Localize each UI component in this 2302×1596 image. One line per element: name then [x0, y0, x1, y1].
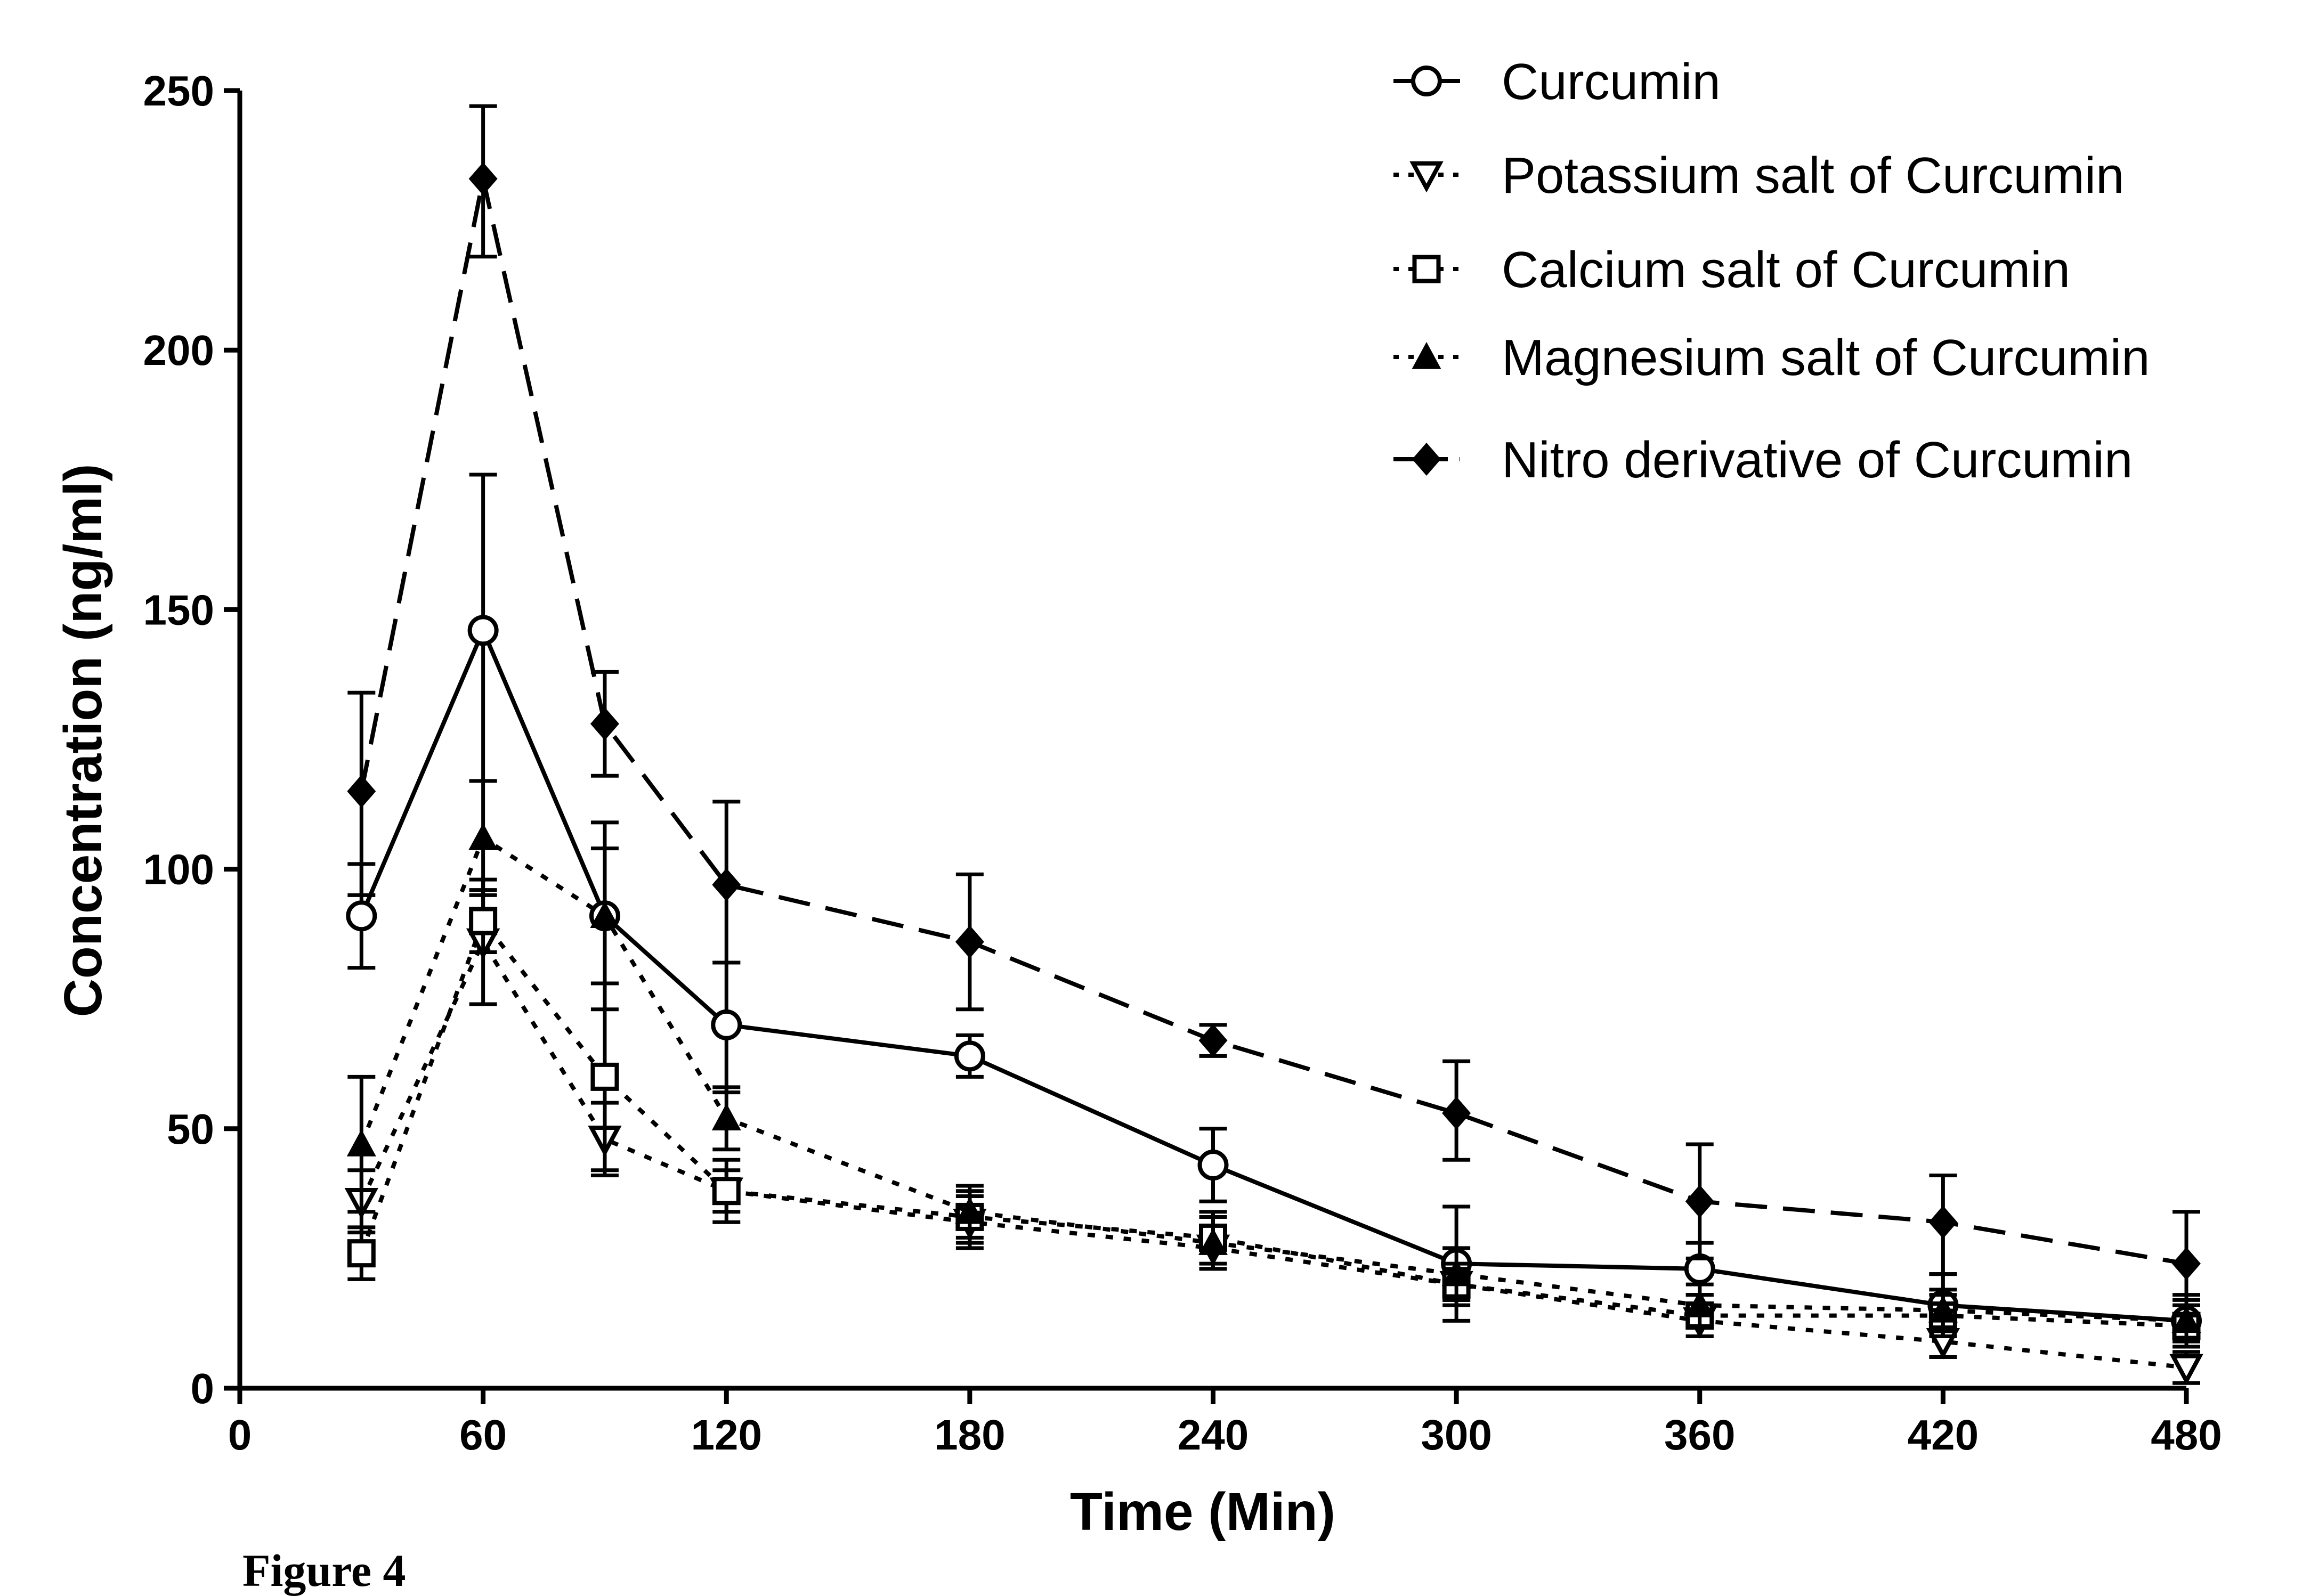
- y-tick-label: 150: [143, 586, 214, 633]
- legend-label: Curcumin: [1502, 53, 1721, 110]
- x-tick-label: 0: [228, 1411, 252, 1459]
- data-point: [469, 907, 498, 935]
- data-point: [1441, 1259, 1471, 1286]
- legend-marker: [1411, 66, 1442, 96]
- data-point: [711, 1009, 742, 1040]
- legend-marker: [1412, 341, 1441, 369]
- x-tick-label: 420: [1908, 1411, 1979, 1459]
- data-point: [1685, 1185, 1714, 1218]
- data-point: [711, 1103, 741, 1131]
- series-5: [347, 104, 2201, 1318]
- data-point: [2169, 1354, 2203, 1386]
- x-tick-label: 60: [459, 1411, 507, 1459]
- legend-item-3: Calcium salt of Curcumin: [1393, 241, 2070, 298]
- data-point: [468, 823, 498, 850]
- series-line: [359, 628, 2187, 1323]
- data-point: [712, 1177, 741, 1206]
- series-2: [344, 877, 2203, 1386]
- legend-item-5: Nitro derivative of Curcumin: [1393, 431, 2133, 488]
- data-point: [1685, 1290, 1715, 1317]
- y-axis-title: Concentration (ng/ml): [53, 464, 113, 1017]
- legend-item-2: Potassium salt of Curcumin: [1393, 147, 2124, 204]
- data-point: [347, 1239, 376, 1268]
- y-tick-label: 0: [191, 1365, 215, 1412]
- data-point: [346, 1129, 376, 1157]
- legend-label: Nitro derivative of Curcumin: [1502, 431, 2133, 488]
- x-tick-label: 240: [1178, 1411, 1249, 1459]
- legend-marker: [1412, 442, 1441, 476]
- data-point: [1928, 1295, 1958, 1323]
- x-tick-label: 300: [1421, 1411, 1492, 1459]
- data-point: [590, 901, 620, 929]
- legend-marker: [1412, 255, 1441, 283]
- y-tick-label: 250: [143, 67, 214, 115]
- figure-caption: Figure 4: [242, 1545, 406, 1596]
- data-point: [712, 868, 741, 901]
- legend-item-4: Magnesium salt of Curcumin: [1393, 329, 2150, 386]
- data-point: [347, 775, 376, 808]
- data-point: [955, 925, 984, 959]
- plot-series-layer: [344, 104, 2203, 1386]
- series-line: [359, 940, 2187, 1370]
- data-point: [955, 1196, 985, 1224]
- data-point: [346, 900, 377, 932]
- x-axis-title: Time (Min): [1070, 1482, 1335, 1542]
- y-tick-label: 100: [143, 846, 214, 893]
- y-tick-label: 200: [143, 327, 214, 374]
- series-1: [346, 473, 2202, 1349]
- x-tick-label: 360: [1664, 1411, 1735, 1459]
- data-point: [1442, 1096, 1471, 1130]
- x-tick-label: 180: [934, 1411, 1005, 1459]
- y-tick-label: 50: [167, 1105, 214, 1153]
- legend-label: Potassium salt of Curcumin: [1502, 147, 2124, 204]
- x-axis: 0 60 120 180 240 300 360 420 480: [228, 1386, 2222, 1459]
- data-point: [1198, 1228, 1228, 1255]
- data-point: [954, 1040, 985, 1072]
- legend-marker: [1409, 161, 1444, 193]
- series-line: [359, 836, 2187, 1323]
- legend: Curcumin Potassium salt of Curcumin Calciu…: [1393, 53, 2150, 488]
- data-point: [590, 707, 619, 740]
- data-point: [1197, 1150, 1229, 1181]
- data-point: [468, 162, 498, 196]
- data-point: [467, 615, 499, 646]
- data-point: [2171, 1306, 2201, 1333]
- legend-label: Magnesium salt of Curcumin: [1502, 329, 2150, 386]
- legend-item-1: Curcumin: [1393, 53, 1721, 110]
- x-tick-label: 120: [691, 1411, 762, 1459]
- x-tick-label: 480: [2151, 1411, 2222, 1459]
- y-axis: 0 50 100 150 200 250: [143, 67, 242, 1412]
- legend-label: Calcium salt of Curcumin: [1502, 241, 2070, 298]
- data-point: [1198, 1024, 1228, 1057]
- series-line: [359, 919, 2187, 1329]
- series-3: [347, 888, 2201, 1349]
- data-point: [2172, 1247, 2201, 1281]
- data-point: [1928, 1206, 1958, 1239]
- data-point: [590, 1062, 619, 1091]
